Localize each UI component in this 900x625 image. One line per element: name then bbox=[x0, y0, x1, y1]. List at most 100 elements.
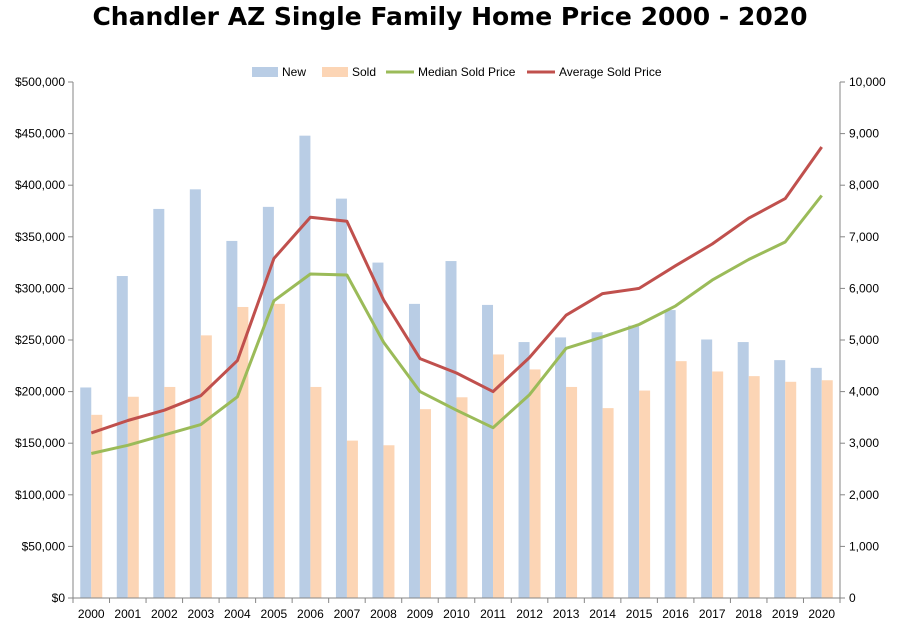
bar-sold bbox=[785, 381, 797, 598]
bar-sold bbox=[346, 440, 358, 598]
line-median-sold-price bbox=[90, 194, 823, 455]
x-tick-label: 2004 bbox=[224, 607, 251, 621]
bar-sold bbox=[675, 361, 687, 598]
right-tick-label: 2,000 bbox=[849, 488, 879, 502]
bar-new bbox=[664, 310, 676, 598]
legend: New Sold Median Sold Price Average Sold Pri… bbox=[252, 65, 662, 79]
right-tick-label: 3,000 bbox=[849, 436, 879, 450]
bar-new bbox=[408, 303, 420, 598]
bar-sold bbox=[383, 445, 395, 598]
right-tick-label: 0 bbox=[849, 591, 856, 605]
bar-new bbox=[774, 360, 786, 598]
left-tick-label: $350,000 bbox=[15, 230, 65, 244]
x-tick-label: 2018 bbox=[735, 607, 762, 621]
right-tick-label: 5,000 bbox=[849, 333, 879, 347]
x-tick-label: 2013 bbox=[553, 607, 580, 621]
x-tick-label: 2012 bbox=[516, 607, 543, 621]
right-tick-label: 7,000 bbox=[849, 230, 879, 244]
axes: $0 $50,000 $100,000 $150,000 $200,000 $250,00… bbox=[15, 75, 886, 621]
x-tick-label: 2017 bbox=[699, 607, 726, 621]
bar-sold bbox=[237, 306, 249, 598]
legend-label: Sold bbox=[352, 65, 376, 79]
bar-new bbox=[189, 189, 201, 598]
bar-new bbox=[737, 342, 749, 598]
x-tick-label: 2015 bbox=[626, 607, 653, 621]
bar-sold bbox=[273, 303, 285, 598]
legend-item-average-sold-price: Average Sold Price bbox=[527, 65, 662, 79]
left-tick-label: $500,000 bbox=[15, 75, 65, 89]
x-tick-label: 2019 bbox=[772, 607, 799, 621]
right-tick-label: 1,000 bbox=[849, 539, 879, 553]
bar-new bbox=[335, 198, 347, 598]
x-tick-label: 2016 bbox=[662, 607, 689, 621]
bar-new bbox=[299, 135, 311, 598]
x-tick-label: 2020 bbox=[808, 607, 835, 621]
bar-sold bbox=[821, 380, 833, 598]
right-tick-label: 4,000 bbox=[849, 385, 879, 399]
bar-sold bbox=[493, 354, 505, 598]
legend-item-sold: Sold bbox=[322, 65, 376, 79]
bar-sold bbox=[712, 371, 724, 598]
bar-new bbox=[518, 342, 530, 598]
bar-new bbox=[482, 304, 494, 598]
bar-new bbox=[116, 276, 128, 598]
legend-label: Median Sold Price bbox=[418, 65, 516, 79]
left-tick-label: $100,000 bbox=[15, 488, 65, 502]
x-tick-label: 2014 bbox=[589, 607, 616, 621]
left-tick-label: $400,000 bbox=[15, 178, 65, 192]
x-tick-label: 2007 bbox=[334, 607, 361, 621]
chart-title: Chandler AZ Single Family Home Price 200… bbox=[92, 2, 808, 31]
x-tick-label: 2010 bbox=[443, 607, 470, 621]
bar-sold bbox=[419, 409, 431, 598]
bar-sold bbox=[310, 386, 322, 598]
x-tick-label: 2011 bbox=[480, 607, 506, 621]
bar-layer bbox=[80, 135, 833, 599]
left-tick-label: $300,000 bbox=[15, 281, 65, 295]
legend-item-new: New bbox=[252, 65, 306, 79]
bar-new bbox=[226, 240, 238, 599]
right-tick-label: 10,000 bbox=[849, 75, 886, 89]
x-tick-label: 2002 bbox=[151, 607, 178, 621]
x-tick-label: 2009 bbox=[407, 607, 434, 621]
bar-new bbox=[80, 387, 92, 598]
bar-sold bbox=[164, 386, 176, 598]
bar-sold bbox=[748, 376, 760, 598]
left-tick-label: $50,000 bbox=[22, 539, 66, 553]
x-tick-label: 2006 bbox=[297, 607, 324, 621]
bar-sold bbox=[529, 369, 541, 598]
x-tick-label: 2005 bbox=[261, 607, 288, 621]
line-average-sold-price bbox=[90, 146, 823, 435]
legend-label: Average Sold Price bbox=[559, 65, 662, 79]
bar-new bbox=[810, 367, 822, 598]
bar-new bbox=[701, 339, 713, 598]
left-tick-label: $450,000 bbox=[15, 127, 65, 141]
left-tick-label: $0 bbox=[52, 591, 66, 605]
bar-sold bbox=[639, 390, 651, 598]
bar-sold bbox=[602, 408, 614, 598]
left-tick-label: $150,000 bbox=[15, 436, 65, 450]
x-tick-label: 2001 bbox=[114, 607, 141, 621]
bar-new bbox=[591, 332, 603, 598]
legend-swatch bbox=[322, 67, 348, 77]
legend-label: New bbox=[282, 65, 306, 79]
bar-sold bbox=[456, 397, 468, 598]
x-tick-label: 2003 bbox=[187, 607, 214, 621]
right-tick-label: 6,000 bbox=[849, 281, 879, 295]
x-tick-label: 2000 bbox=[78, 607, 105, 621]
bar-sold bbox=[127, 396, 139, 598]
legend-swatch bbox=[252, 67, 278, 77]
bar-new bbox=[445, 261, 457, 598]
bar-new bbox=[262, 206, 274, 598]
left-tick-label: $200,000 bbox=[15, 385, 65, 399]
x-tick-label: 2008 bbox=[370, 607, 397, 621]
bar-sold bbox=[200, 335, 212, 598]
bar-sold bbox=[566, 386, 578, 598]
bar-new bbox=[628, 325, 640, 598]
bar-new bbox=[153, 208, 165, 598]
left-tick-label: $250,000 bbox=[15, 333, 65, 347]
bar-new bbox=[372, 262, 384, 598]
line-layer bbox=[90, 146, 823, 455]
right-tick-label: 8,000 bbox=[849, 178, 879, 192]
bar-new bbox=[555, 337, 567, 598]
